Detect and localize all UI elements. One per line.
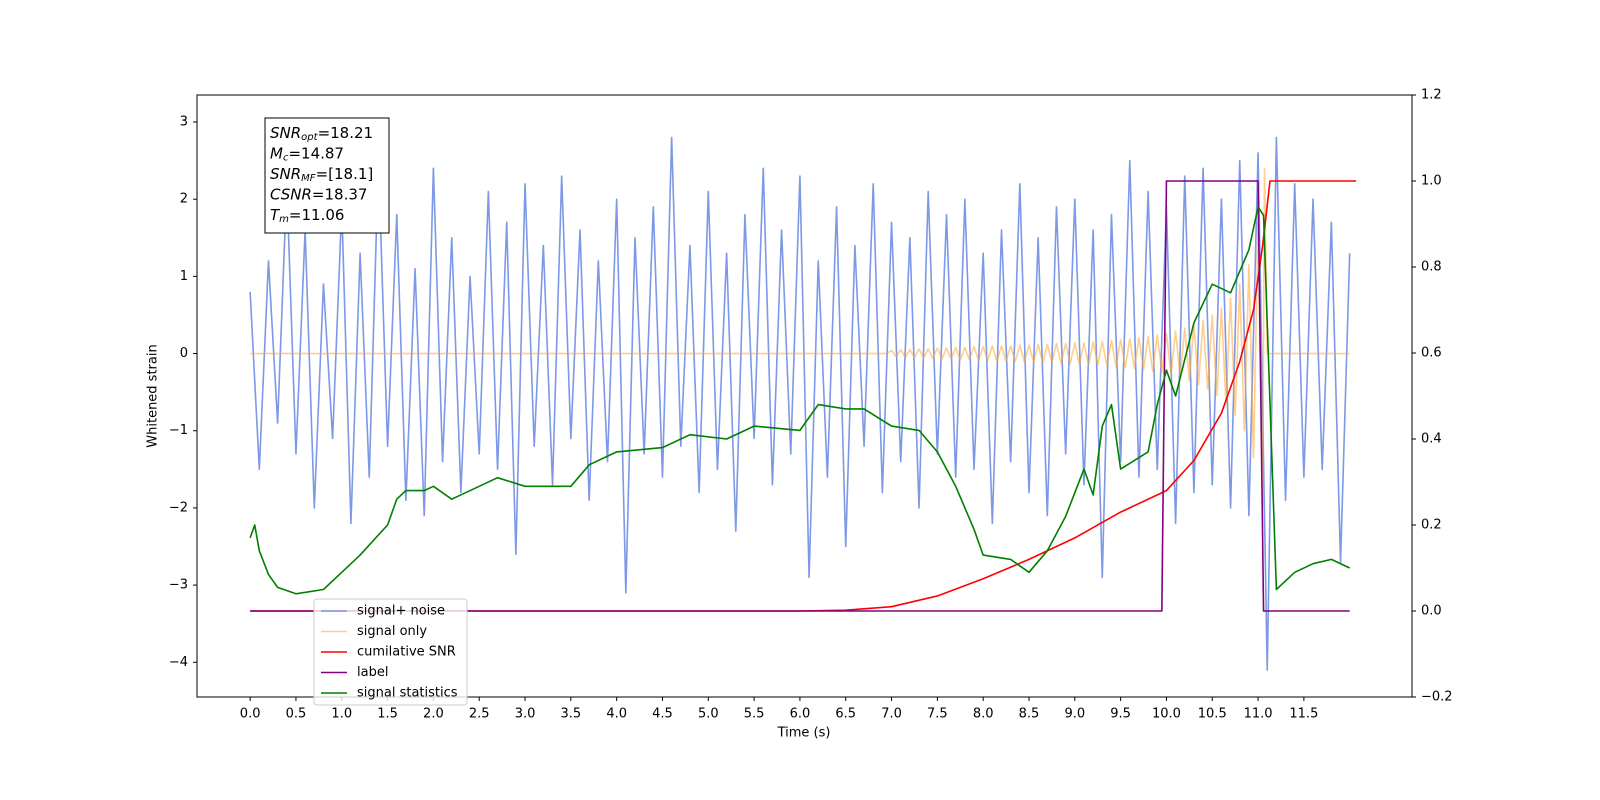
- x-tick-label: 8.0: [973, 707, 994, 722]
- x-tick-label: 6.5: [835, 707, 856, 722]
- stats-symbol: SNR: [270, 165, 301, 183]
- stats-subscript: MF: [301, 173, 316, 184]
- x-tick-label: 4.5: [652, 707, 673, 722]
- y-tick-label: 1: [180, 269, 188, 284]
- y2-tick-label: 0.2: [1421, 518, 1442, 533]
- x-tick-label: 3.5: [561, 707, 582, 722]
- x-tick-label: 2.5: [469, 707, 490, 722]
- x-tick-label: 10.5: [1198, 707, 1227, 722]
- x-tick-label: 1.0: [331, 707, 352, 722]
- legend-label: signal statistics: [357, 686, 458, 701]
- stats-value: =18.37: [312, 185, 368, 203]
- x-tick-label: 11.5: [1289, 707, 1318, 722]
- legend-label: signal+ noise: [357, 604, 445, 619]
- legend-label: signal only: [357, 624, 427, 639]
- series-line: [249, 206, 1351, 595]
- y-tick-label: 2: [180, 192, 188, 207]
- x-axis-label: Time (s): [777, 726, 831, 741]
- stats-symbol: CSNR: [270, 185, 312, 203]
- stats-symbol: SNR: [270, 124, 301, 142]
- x-tick-label: 3.0: [515, 707, 536, 722]
- series-line: [250, 180, 1350, 612]
- x-tick-label: 9.5: [1110, 707, 1131, 722]
- y-tick-label: −1: [169, 423, 188, 438]
- x-tick-label: 8.5: [1019, 707, 1040, 722]
- legend-frame: [313, 598, 468, 706]
- y-tick-label: 0: [180, 346, 188, 361]
- x-tick-label: 0.5: [286, 707, 307, 722]
- y2-tick-label: 0.0: [1421, 604, 1442, 619]
- x-tick-label: 10.0: [1152, 707, 1181, 722]
- y2-tick-label: −0.2: [1421, 690, 1453, 705]
- y-tick-label: −3: [169, 578, 188, 593]
- stats-line: SNRopt=18.21: [270, 124, 373, 144]
- legend: signal+ noise signal only cumilative SNR la…: [313, 598, 468, 706]
- x-tick-label: 11.0: [1244, 707, 1273, 722]
- stats-line: CSNR=18.37: [270, 185, 367, 203]
- stats-symbol: M: [270, 144, 283, 162]
- y-axis-label: Whitened strain: [146, 344, 161, 447]
- stats-subscript: opt: [301, 132, 318, 143]
- y-tick-label: −4: [169, 655, 188, 670]
- stats-subscript: c: [283, 153, 289, 164]
- x-tick-label: 9.0: [1064, 707, 1085, 722]
- stats-value: =11.06: [289, 206, 345, 224]
- y-tick-label: 3: [180, 115, 188, 130]
- y2-tick-label: 0.6: [1421, 346, 1442, 361]
- stats-value: =[18.1]: [316, 165, 374, 183]
- x-tick-label: 0.0: [240, 707, 261, 722]
- x-tick-label: 1.5: [377, 707, 398, 722]
- stats-value: =18.21: [318, 124, 374, 142]
- x-tick-label: 4.0: [606, 707, 627, 722]
- y2-tick-label: 0.8: [1421, 260, 1442, 275]
- y2-tick-label: 1.0: [1421, 174, 1442, 189]
- x-tick-label: 7.0: [881, 707, 902, 722]
- plot-area: [249, 136, 1357, 671]
- x-tick-label: 6.0: [790, 707, 811, 722]
- stats-line: SNRMF=[18.1]: [270, 165, 373, 185]
- y2-tick-label: 1.2: [1421, 88, 1442, 103]
- y2-tick-label: 0.4: [1421, 432, 1442, 447]
- stats-value: =14.87: [288, 144, 344, 162]
- stats-subscript: m: [279, 214, 289, 225]
- stats-line: Mc=14.87: [270, 144, 344, 164]
- axes-frame: [196, 94, 1413, 698]
- legend-label: label: [357, 665, 388, 680]
- x-tick-label: 7.5: [927, 707, 948, 722]
- series-line: [250, 167, 1350, 509]
- series-line: [250, 180, 1357, 612]
- x-tick-label: 5.0: [698, 707, 719, 722]
- stats-frame: [264, 117, 390, 234]
- x-tick-label: 5.5: [744, 707, 765, 722]
- legend-label: cumilative SNR: [357, 645, 456, 660]
- stats-box: SNRopt=18.21Mc=14.87SNRMF=[18.1]CSNR=18.…: [264, 117, 390, 234]
- x-tick-label: 2.0: [423, 707, 444, 722]
- stats-line: Tm=11.06: [270, 206, 344, 226]
- stats-symbol: T: [270, 206, 281, 224]
- y-tick-label: −2: [169, 500, 188, 515]
